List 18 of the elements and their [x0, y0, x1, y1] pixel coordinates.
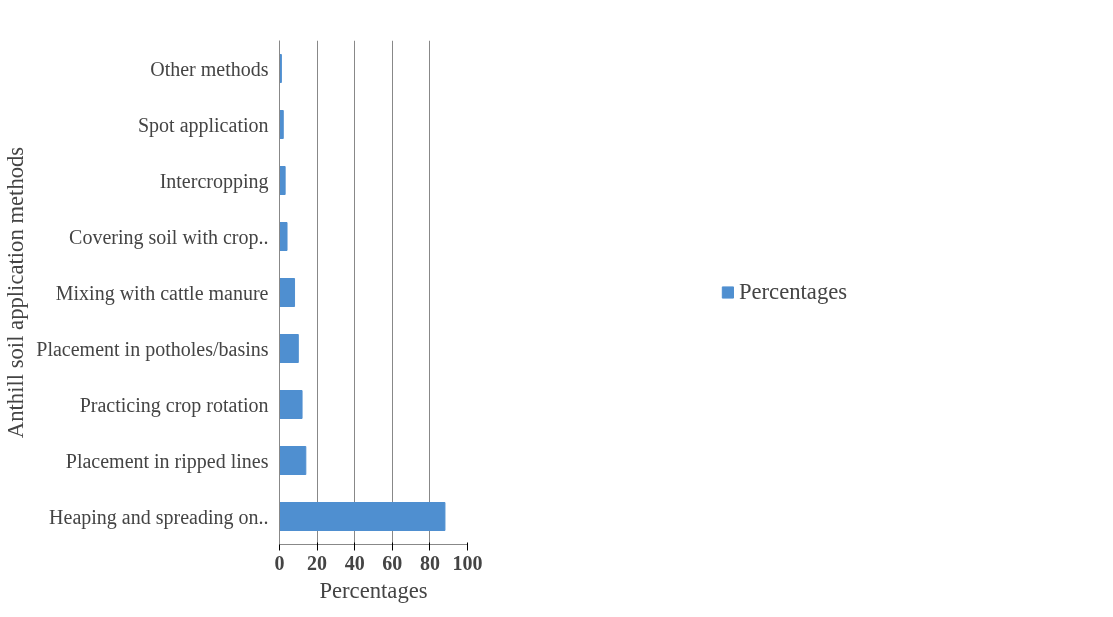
- x-tick-label: 60: [382, 551, 403, 574]
- y-tick-label: Covering soil with crop..: [69, 225, 269, 249]
- y-tick-label: Practicing crop rotation: [79, 393, 269, 417]
- y-tick-label: Other methods: [150, 57, 269, 80]
- y-tick-label: Heaping and spreading on..: [49, 505, 269, 529]
- x-tick-label: 40: [344, 551, 365, 574]
- x-tick-label: 20: [307, 551, 328, 574]
- y-tick-label: Intercropping: [159, 169, 269, 193]
- legend-label: Percentages: [738, 279, 848, 305]
- x-tick-label: 80: [419, 551, 440, 574]
- y-axis-title: Anthill soil application methods: [3, 146, 29, 439]
- x-axis-title: Percentages: [319, 577, 428, 603]
- y-tick-label: Placement in potholes/basins: [36, 337, 269, 361]
- y-tick-label: Placement in ripped lines: [65, 449, 269, 473]
- x-tick-label: 0: [274, 551, 285, 574]
- y-tick-label: Spot application: [137, 113, 269, 137]
- x-tick-label: 100: [452, 551, 483, 574]
- y-tick-label: Mixing with cattle manure: [55, 281, 269, 305]
